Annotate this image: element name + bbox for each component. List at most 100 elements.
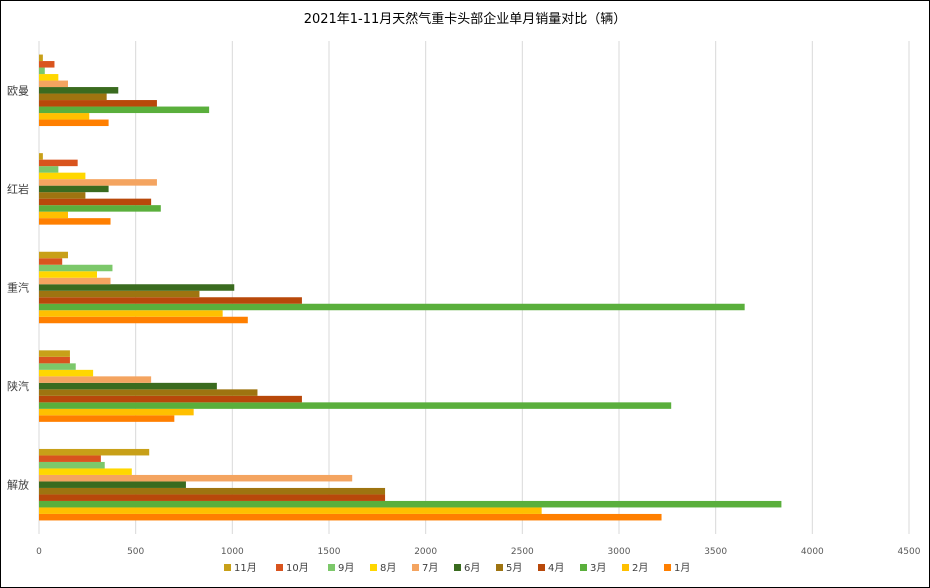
x-tick-label: 500 [127, 547, 144, 557]
bar-3月-陕汽 [39, 402, 672, 409]
legend-entry: 3月 [590, 562, 606, 574]
legend-swatch [412, 564, 419, 571]
legend-swatch [664, 564, 671, 571]
bar-11月-重汽 [39, 251, 68, 259]
bar-8月-解放 [39, 468, 132, 475]
bar-7月-解放 [39, 474, 353, 482]
legend-entry: 1月 [674, 562, 690, 574]
bar-8月-欧曼 [39, 74, 59, 81]
bar-1月-陕汽 [39, 415, 175, 422]
bar-5月-欧曼 [39, 93, 107, 101]
bar-9月-红岩 [39, 166, 59, 173]
bar-10月-解放 [39, 455, 101, 462]
x-tick-label: 3000 [608, 547, 631, 557]
chart-title: 2021年1-11月天然气重卡头部企业单月销量对比（辆） [304, 11, 627, 27]
bar-4月-解放 [39, 494, 386, 501]
x-tick-label: 2500 [511, 547, 534, 557]
legend-swatch [454, 564, 461, 571]
category-label: 陕汽 [7, 379, 29, 393]
bar-7月-红岩 [39, 179, 157, 186]
bar-4月-重汽 [39, 297, 302, 304]
bar-11月-红岩 [39, 153, 43, 160]
x-tick-label: 2000 [414, 547, 437, 557]
bar-3月-欧曼 [39, 106, 210, 114]
bar-10月-陕汽 [39, 356, 70, 364]
bar-9月-欧曼 [39, 67, 45, 75]
bar-2月-欧曼 [39, 113, 90, 120]
x-axis-ticks: 0 500 1000 1500 2000 2500 3000 3500 4000 4500 [36, 547, 921, 557]
bar-1月-红岩 [39, 218, 111, 225]
bar-8月-陕汽 [39, 369, 94, 377]
legend: 11月 10月 9月 8月 7月 6月 5月 4月 3月 2月 1月 [224, 562, 690, 574]
category-label: 重汽 [7, 281, 29, 295]
legend-entry: 8月 [380, 562, 396, 574]
bar-5月-重汽 [39, 290, 200, 298]
bar-4月-陕汽 [39, 395, 302, 403]
bar-5月-陕汽 [39, 389, 258, 396]
bar-9月-陕汽 [39, 363, 76, 370]
bar-5月-解放 [39, 487, 386, 495]
bar-6月-欧曼 [39, 87, 119, 94]
bar-7月-陕汽 [39, 376, 152, 383]
legend-entry: 7月 [422, 562, 438, 574]
bar-11月-陕汽 [39, 350, 70, 357]
bar-7月-重汽 [39, 277, 111, 285]
legend-swatch [496, 564, 503, 571]
bar-6月-陕汽 [39, 382, 217, 390]
bar-10月-重汽 [39, 258, 63, 265]
legend-swatch [276, 564, 283, 571]
legend-entry: 5月 [506, 562, 522, 574]
category-label: 解放 [7, 478, 29, 492]
bars [39, 54, 782, 521]
legend-entry: 4月 [548, 562, 564, 574]
x-tick-label: 0 [36, 547, 42, 557]
bar-8月-重汽 [39, 271, 97, 278]
x-tick-label: 4500 [898, 547, 921, 557]
bar-6月-解放 [39, 481, 186, 488]
grid [38, 41, 910, 534]
category-label: 红岩 [7, 182, 29, 196]
x-tick-label: 4000 [801, 547, 824, 557]
bar-5月-红岩 [39, 192, 86, 199]
category-label: 欧曼 [7, 84, 29, 97]
legend-swatch [538, 564, 545, 571]
bar-9月-解放 [39, 461, 105, 469]
bar-1月-重汽 [39, 316, 248, 324]
x-tick-label: 1000 [221, 547, 244, 557]
bar-1月-解放 [39, 513, 662, 521]
bar-10月-欧曼 [39, 61, 55, 68]
bar-2月-重汽 [39, 310, 223, 317]
bar-11月-欧曼 [39, 54, 43, 62]
legend-entry: 6月 [464, 562, 480, 574]
bar-7月-欧曼 [39, 80, 68, 88]
bar-2月-红岩 [39, 211, 68, 219]
bar-6月-重汽 [39, 284, 235, 291]
bar-3月-重汽 [39, 303, 745, 311]
legend-swatch [328, 564, 335, 571]
bar-11月-解放 [39, 448, 150, 456]
bar-3月-红岩 [39, 205, 161, 212]
bar-8月-红岩 [39, 172, 86, 180]
bar-9月-重汽 [39, 264, 113, 272]
bar-10月-红岩 [39, 159, 78, 167]
legend-entry: 2月 [632, 562, 648, 574]
legend-entry: 9月 [338, 562, 354, 574]
x-tick-label: 1500 [318, 547, 341, 557]
x-tick-label: 3500 [704, 547, 727, 557]
bar-3月-解放 [39, 500, 782, 508]
bar-6月-红岩 [39, 185, 109, 193]
bar-2月-解放 [39, 507, 542, 514]
legend-swatch [370, 564, 377, 571]
bar-4月-红岩 [39, 198, 152, 206]
bar-4月-欧曼 [39, 100, 157, 107]
legend-entry: 10月 [286, 562, 309, 574]
bar-2月-陕汽 [39, 408, 194, 416]
legend-swatch [622, 564, 629, 571]
bar-1月-欧曼 [39, 119, 109, 127]
legend-swatch [580, 564, 587, 571]
legend-entry: 11月 [234, 562, 257, 574]
legend-swatch [224, 564, 231, 571]
